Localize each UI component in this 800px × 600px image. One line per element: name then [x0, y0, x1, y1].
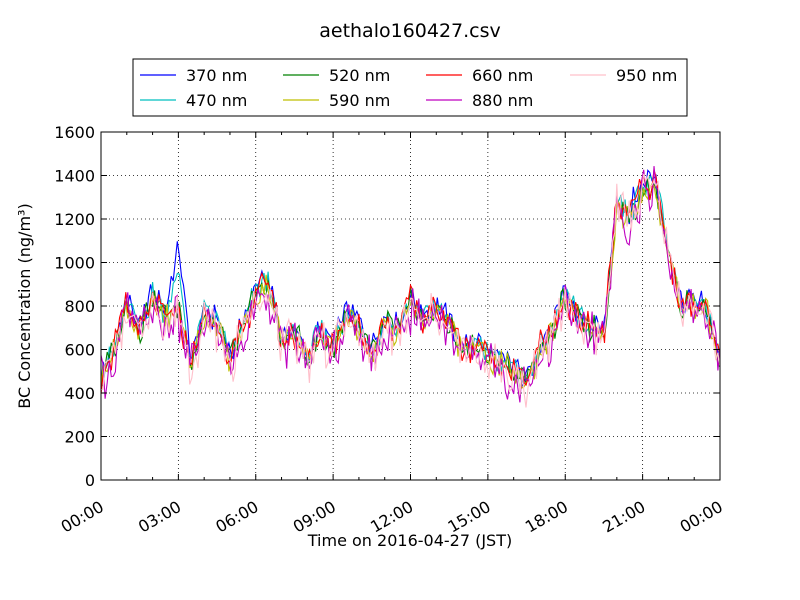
legend-label: 660 nm: [472, 66, 533, 85]
x-tick-label: 18:00: [522, 497, 571, 537]
legend: 370 nm 470 nm 520 nm 590 nm 660 nm 880 nm 950 …: [132, 58, 688, 117]
legend-label: 880 nm: [472, 91, 533, 110]
y-tick-labels: 0 200 400 600 800 1000 1200 1400 1600: [54, 123, 95, 490]
x-axis-label: Time on 2016-04-27 (JST): [307, 531, 512, 550]
y-tick-label: 1200: [54, 210, 95, 229]
legend-box: [132, 58, 688, 117]
y-tick-label: 800: [64, 297, 95, 316]
y-tick-label: 1600: [54, 123, 95, 142]
x-tick-label: 21:00: [599, 497, 648, 537]
y-tick-label: 1400: [54, 167, 95, 186]
legend-label: 590 nm: [329, 91, 390, 110]
chart-title: aethalo160427.csv: [319, 20, 501, 42]
y-axis-label: BC Concentration (ng/m³): [15, 203, 34, 408]
axis-ticks: [100, 131, 721, 481]
y-tick-label: 1000: [54, 254, 95, 273]
legend-label: 470 nm: [186, 91, 247, 110]
y-tick-label: 200: [64, 428, 95, 447]
series-lines: [100, 166, 721, 408]
grid-lines: [101, 132, 720, 480]
x-tick-label: 03:00: [135, 497, 184, 537]
y-tick-label: 0: [85, 471, 95, 490]
x-tick-label: 00:00: [58, 497, 107, 537]
legend-label: 520 nm: [329, 66, 390, 85]
y-tick-label: 400: [64, 384, 95, 403]
series-line-950-nm: [100, 173, 721, 408]
legend-label: 950 nm: [616, 66, 677, 85]
x-tick-label: 06:00: [212, 497, 261, 537]
x-tick-label: 00:00: [677, 497, 726, 537]
legend-label: 370 nm: [186, 66, 247, 85]
y-tick-label: 600: [64, 341, 95, 360]
